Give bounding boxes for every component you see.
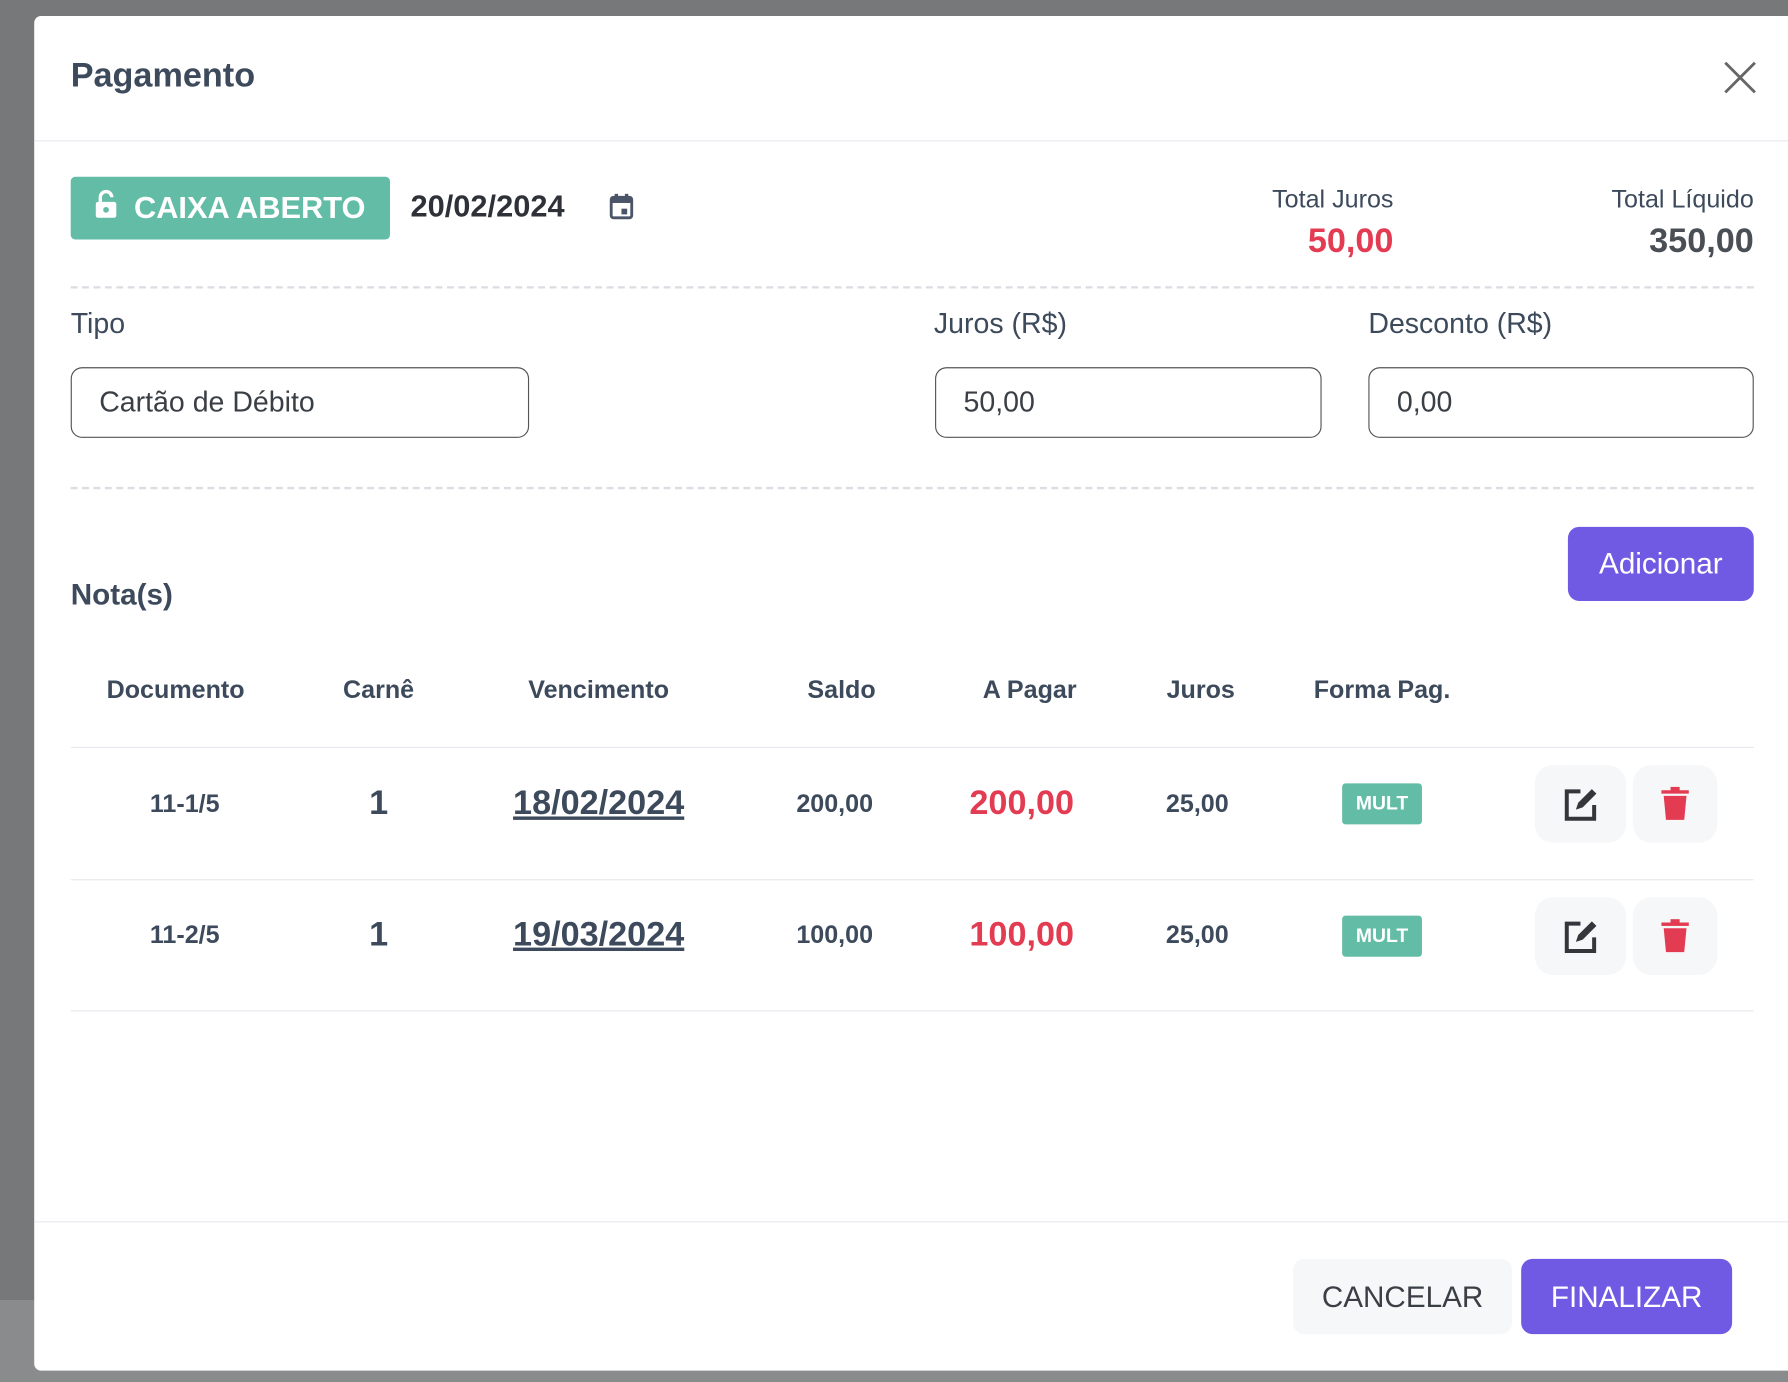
trash-icon	[1661, 919, 1689, 953]
tipo-label: Tipo	[70, 307, 126, 340]
finalize-button[interactable]: FINALIZAR	[1521, 1258, 1733, 1335]
calendar-icon[interactable]	[609, 193, 634, 226]
cell-juros: 25,00	[1165, 789, 1229, 818]
forma-pag-badge: MULT	[1342, 915, 1422, 957]
juros-input[interactable]: 50,00	[935, 367, 1322, 438]
table-divider	[70, 746, 1754, 749]
cell-documento: 11-2/5	[149, 920, 220, 949]
column-header-carne: Carnê	[343, 675, 415, 704]
forma-pag-badge: MULT	[1342, 783, 1422, 825]
trash-icon	[1661, 786, 1689, 820]
desconto-label: Desconto (R$)	[1368, 307, 1553, 340]
total-liquido-label: Total Líquido	[1611, 184, 1754, 214]
total-liquido-value: 350,00	[1649, 222, 1754, 260]
column-header-documento: Documento	[106, 675, 245, 704]
notas-title: Nota(s)	[70, 576, 173, 612]
cell-documento: 11-1/5	[149, 789, 220, 818]
column-header-a-pagar: A Pagar	[982, 675, 1077, 704]
column-header-juros: Juros	[1166, 675, 1235, 704]
lock-open-icon	[95, 189, 118, 227]
modal-title: Pagamento	[70, 57, 256, 95]
divider	[70, 486, 1754, 490]
desconto-input[interactable]: 0,00	[1368, 367, 1754, 438]
divider	[70, 286, 1754, 289]
delete-button[interactable]	[1632, 897, 1718, 975]
edit-icon	[1564, 921, 1597, 954]
column-header-saldo: Saldo	[807, 675, 876, 704]
cell-a-pagar: 100,00	[969, 915, 1075, 954]
caixa-status-label: CAIXA ABERTO	[133, 190, 366, 225]
caixa-date: 20/02/2024	[410, 189, 565, 224]
cell-vencimento-link[interactable]: 19/03/2024	[513, 915, 685, 954]
add-button[interactable]: Adicionar	[1567, 526, 1754, 601]
cell-carne: 1	[369, 784, 389, 823]
header-divider	[34, 140, 1788, 142]
cancel-button[interactable]: CANCELAR	[1293, 1258, 1513, 1335]
cell-juros: 25,00	[1165, 920, 1229, 949]
edit-button[interactable]	[1534, 897, 1627, 975]
edit-button[interactable]	[1534, 765, 1627, 843]
cell-vencimento-link[interactable]: 18/02/2024	[513, 784, 685, 823]
footer-divider	[34, 1221, 1788, 1223]
delete-button[interactable]	[1632, 765, 1718, 843]
caixa-status-button[interactable]: CAIXA ABERTO	[70, 176, 390, 240]
total-juros-value: 50,00	[1307, 222, 1394, 260]
cell-saldo: 100,00	[796, 920, 874, 949]
payment-modal: Pagamento CAIXA ABERTO 20/02/2024 Total …	[34, 15, 1788, 1371]
juros-label: Juros (R$)	[933, 307, 1067, 340]
cell-a-pagar: 200,00	[969, 784, 1075, 823]
cell-carne: 1	[369, 915, 389, 954]
total-juros-label: Total Juros	[1272, 184, 1394, 214]
table-divider	[70, 1010, 1754, 1012]
column-header-vencimento: Vencimento	[528, 675, 670, 704]
column-header-forma-pag: Forma Pag.	[1313, 675, 1451, 704]
close-icon[interactable]	[1722, 59, 1758, 95]
table-divider	[70, 879, 1754, 881]
edit-icon	[1564, 789, 1597, 821]
tipo-select[interactable]: Cartão de Débito	[70, 367, 530, 438]
cell-saldo: 200,00	[796, 789, 874, 818]
